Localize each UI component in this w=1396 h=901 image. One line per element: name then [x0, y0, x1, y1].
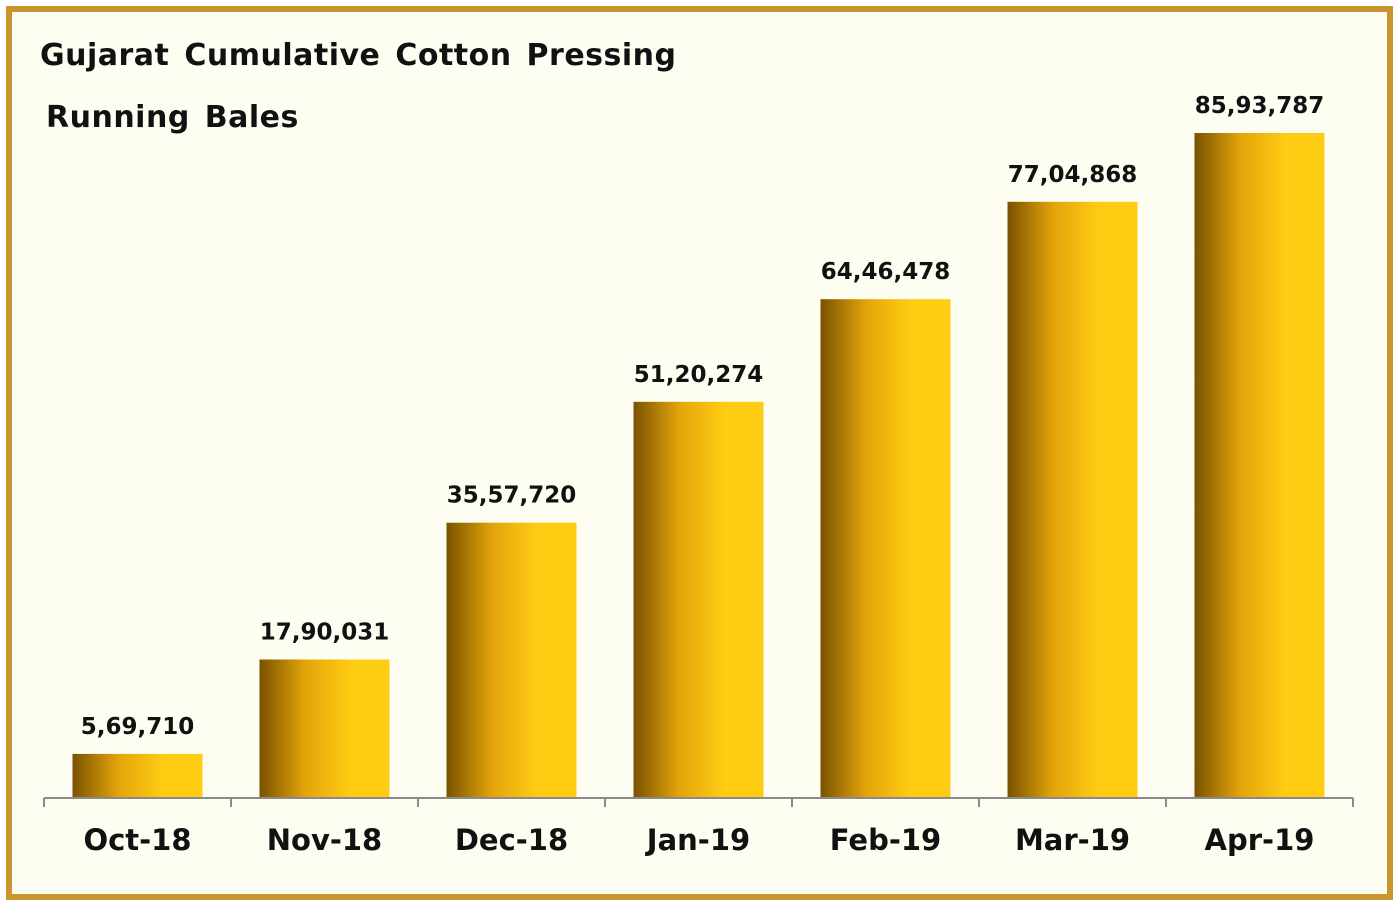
data-label: 51,20,274 [634, 362, 764, 388]
bar-feb-19 [820, 299, 951, 798]
x-tick-label: Nov-18 [267, 823, 383, 857]
data-label: 5,69,710 [81, 714, 195, 740]
x-tick-label: Apr-19 [1205, 823, 1315, 857]
chart-subtitle: Running Bales [46, 100, 299, 135]
x-tick-label: Dec-18 [455, 823, 568, 857]
bar-jan-19 [633, 401, 764, 798]
x-axis: Oct-18 Nov-18 Dec-18 Jan-19 Feb-19 Mar-19 Apr-… [43, 797, 1354, 857]
data-label: 85,93,787 [1195, 93, 1325, 119]
bars-group: 5,69,710 17,90,031 35,57,720 51,20,274 64,46… [72, 93, 1325, 799]
data-label: 77,04,868 [1008, 162, 1138, 188]
bar-nov-18 [259, 659, 390, 798]
chart-title: Gujarat Cumulative Cotton Pressing [40, 38, 677, 73]
bar-oct-18 [72, 753, 203, 798]
bar-dec-18 [446, 522, 577, 798]
data-label: 64,46,478 [821, 259, 951, 285]
x-tick-label: Feb-19 [830, 823, 941, 857]
data-label: 35,57,720 [447, 483, 577, 509]
bar-apr-19 [1194, 133, 1325, 798]
data-label: 17,90,031 [260, 620, 390, 646]
x-tick-label: Mar-19 [1015, 823, 1130, 857]
x-tick-label: Jan-19 [645, 823, 750, 857]
x-tick-label: Oct-18 [83, 823, 191, 857]
bar-mar-19 [1007, 201, 1138, 799]
